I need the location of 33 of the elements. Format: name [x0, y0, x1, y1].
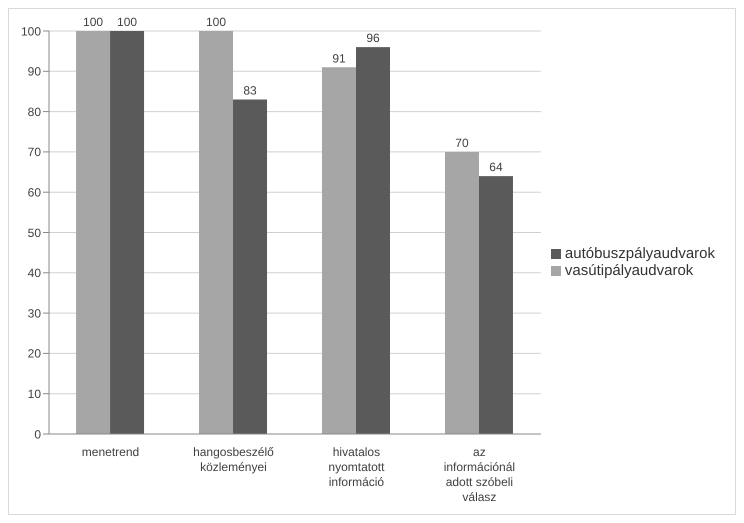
bar — [356, 47, 390, 434]
x-tick-label: menetrend — [82, 445, 140, 459]
y-tick-label: 90 — [28, 64, 42, 79]
legend-label: autóbuszpályaudvarok — [564, 244, 715, 262]
bar — [110, 31, 144, 434]
data-label: 64 — [489, 160, 503, 174]
data-label: 100 — [117, 15, 138, 29]
y-tick-label: 80 — [28, 104, 42, 119]
y-tick-label: 50 — [28, 226, 42, 240]
y-tick-label: 0 — [34, 427, 42, 442]
bar — [322, 67, 356, 434]
data-label: 83 — [243, 84, 258, 98]
legend-label: vasútipályaudvarok — [564, 262, 694, 278]
data-label: 100 — [83, 15, 104, 29]
y-tick-label: 30 — [28, 306, 42, 320]
data-label: 70 — [455, 136, 469, 150]
bar — [233, 100, 268, 434]
bar — [444, 152, 479, 434]
data-label: 100 — [206, 15, 226, 29]
y-tick-label: 20 — [28, 346, 42, 361]
x-tick-label: az információnál adott szóbeli válasz — [444, 445, 516, 504]
y-tick-label: 10 — [28, 386, 42, 401]
bar — [76, 31, 110, 434]
x-tick-label: hangosbeszélő közleményei — [193, 445, 274, 474]
y-tick-label: 100 — [20, 24, 42, 38]
y-tick-label: 40 — [28, 266, 42, 280]
y-tick-label: 70 — [28, 145, 42, 160]
bar — [478, 176, 513, 434]
data-label: 96 — [366, 31, 380, 46]
bar — [199, 31, 234, 434]
y-tick-label: 60 — [28, 185, 42, 200]
data-label: 91 — [332, 51, 346, 66]
x-tick-label: hivatalos nyomtatott információ — [328, 445, 386, 489]
